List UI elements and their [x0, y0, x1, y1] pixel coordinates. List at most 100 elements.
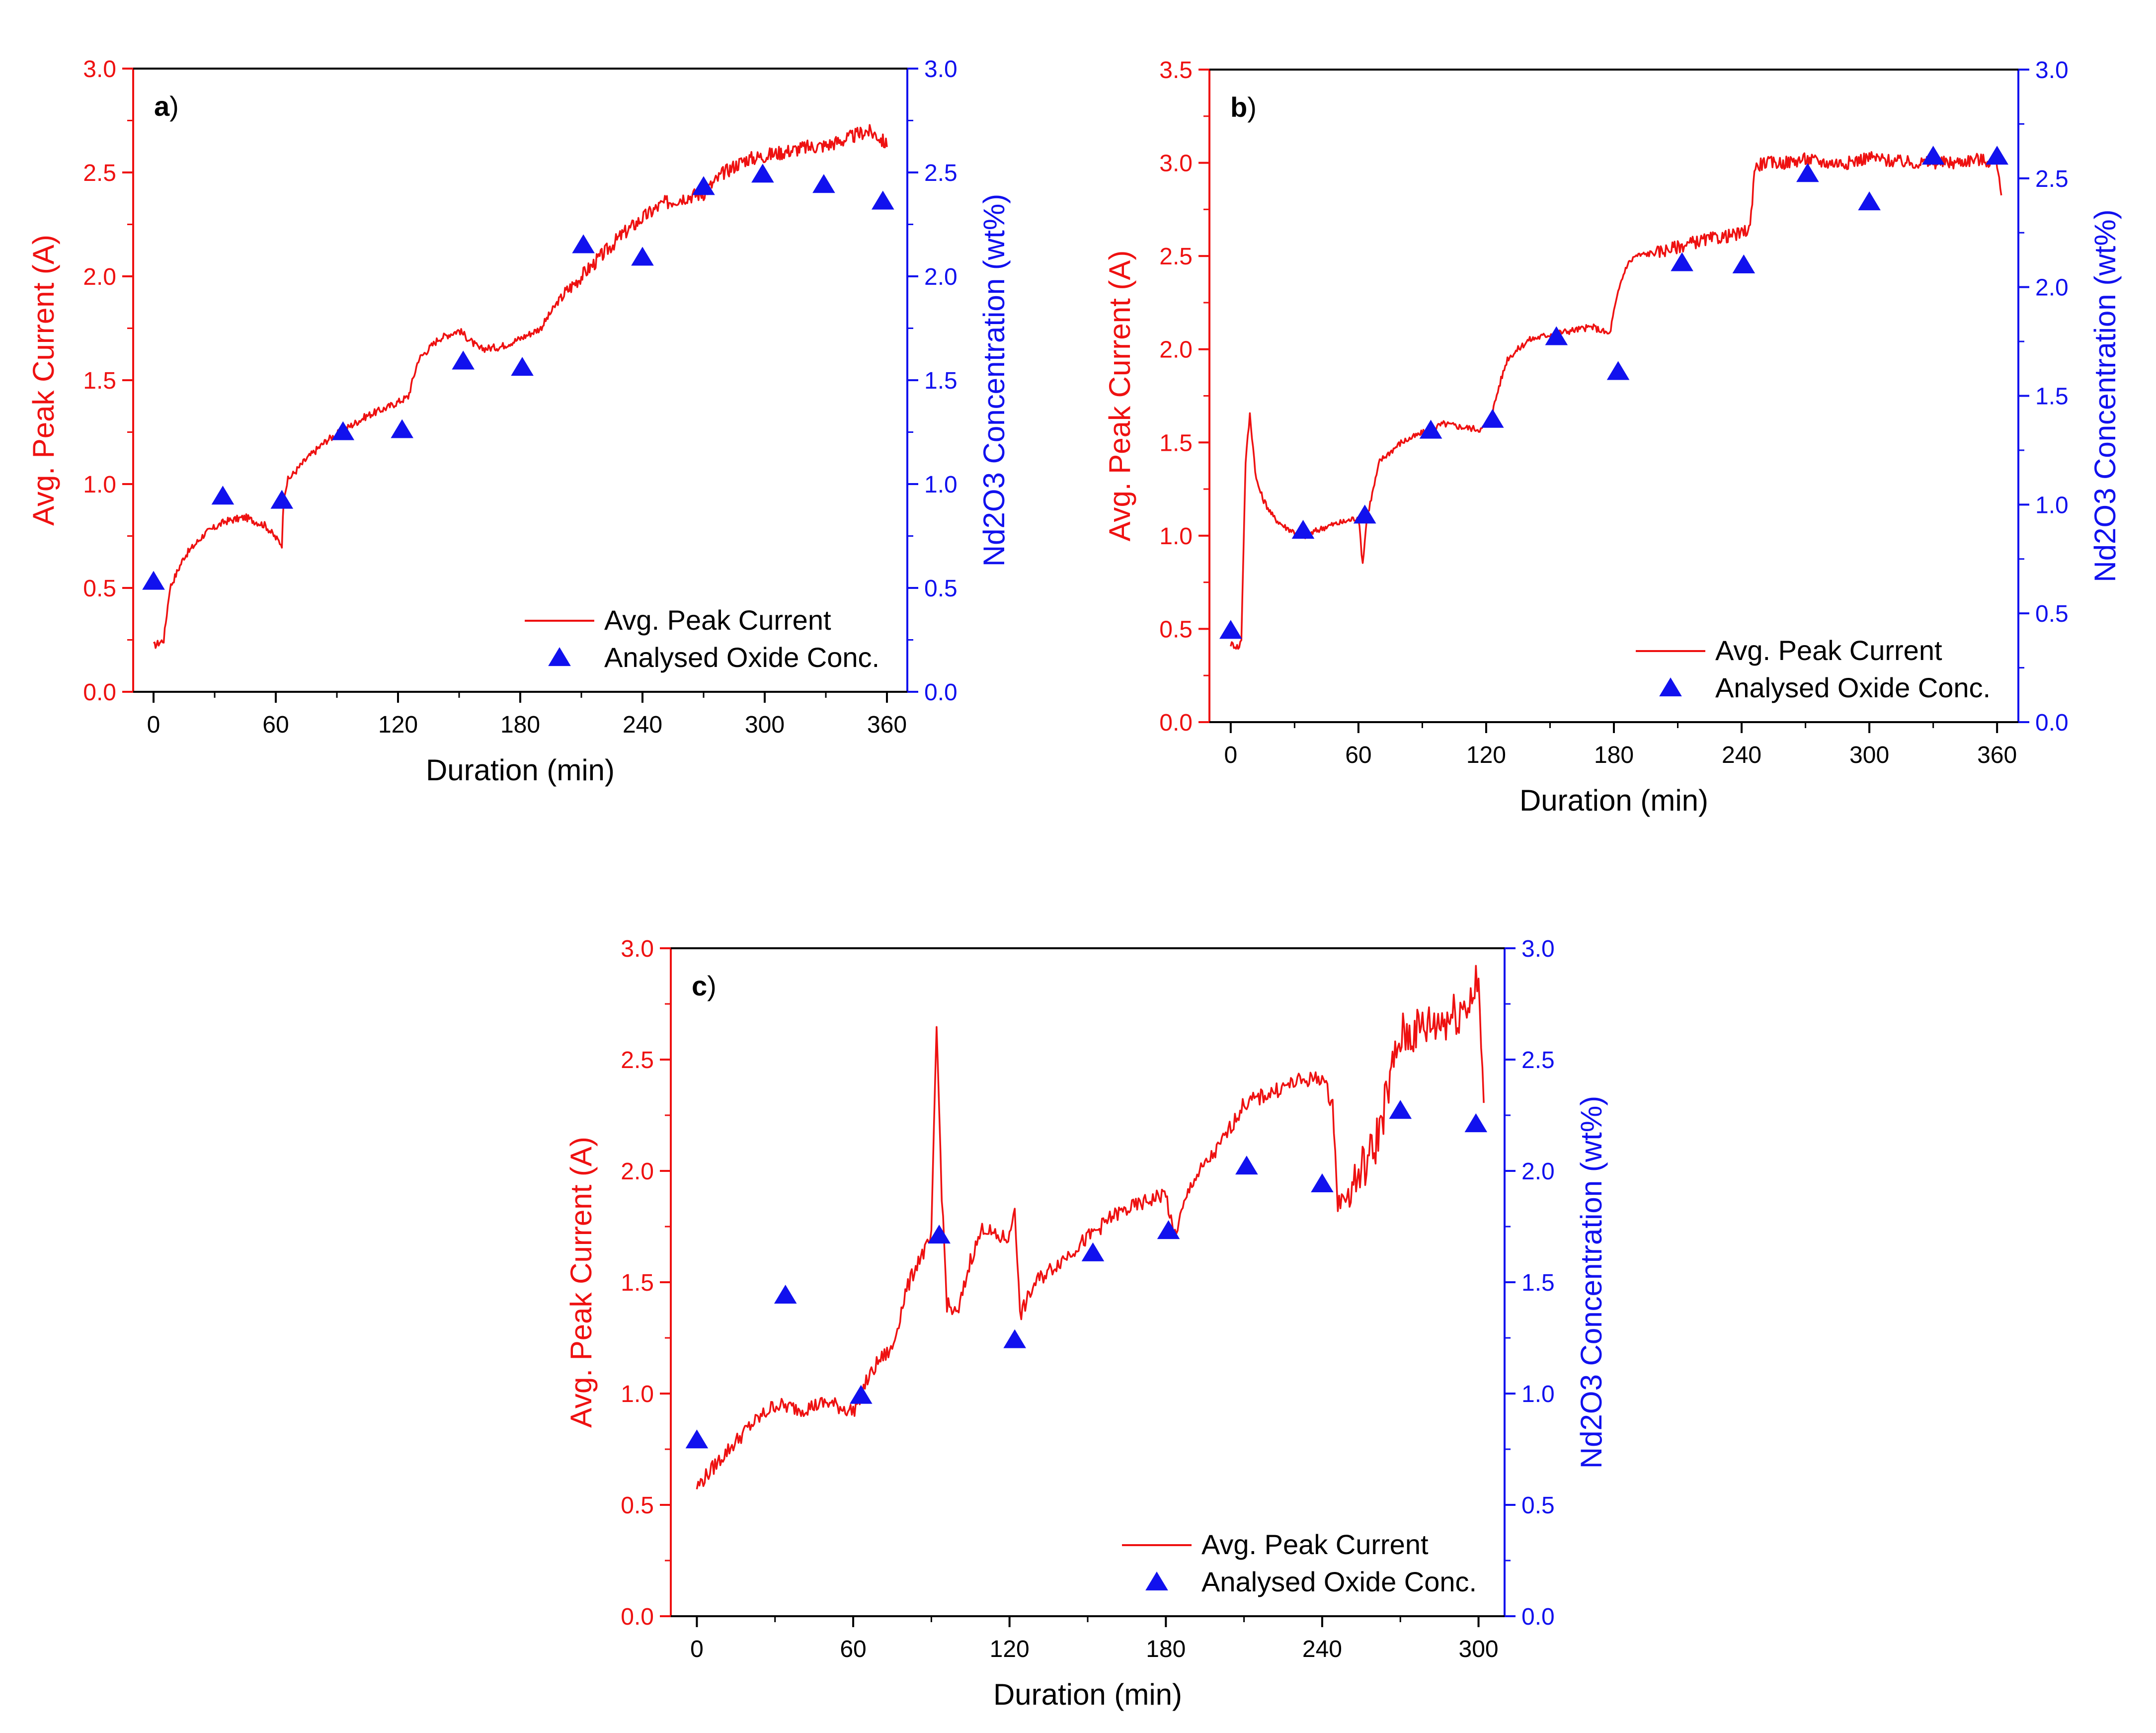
x-tick-label: 360: [867, 712, 907, 738]
oxide-conc-point: [1291, 520, 1315, 539]
panel-paren: ): [169, 90, 179, 122]
chart-panel-b: 0.0 0.5 1.0 1.5 2.0 2.5 3.0 3.5 0.0 0.5 1.0 1.5 2.0 2…: [1103, 57, 2122, 817]
oxide-conc-point: [1311, 1173, 1334, 1193]
right-tick-label: 0.0: [2035, 710, 2069, 736]
left-tick-label: 0.0: [83, 679, 116, 706]
oxide-conc-point: [631, 247, 654, 266]
oxide-conc-point: [572, 234, 595, 253]
right-tick-label: 1.5: [2035, 384, 2069, 410]
oxide-conc-point: [511, 357, 534, 376]
left-tick-label: 1.0: [621, 1381, 654, 1407]
legend-oxide-swatch: [1145, 1571, 1168, 1591]
oxide-conc-point: [928, 1225, 951, 1244]
left-tick-label: 1.0: [1159, 523, 1193, 550]
panel-letter: a: [154, 90, 170, 122]
oxide-conc-point: [685, 1429, 709, 1449]
legend-oxide-label: Analysed Oxide Conc.: [1715, 672, 1991, 703]
legend: Avg. Peak Current Analysed Oxide Conc.: [1636, 635, 1991, 703]
oxide-conc-point: [774, 1285, 797, 1304]
left-tick-label: 1.5: [621, 1270, 654, 1296]
chart-panel-a: 0.0 0.5 1.0 1.5 2.0 2.5 3.0 0.0 0.5 1.0 1.5 2.0 2.5 3…: [27, 56, 1011, 787]
left-tick-label: 2.0: [1159, 337, 1193, 363]
x-tick-label: 240: [1722, 742, 1761, 768]
oxide-conc-point: [849, 1385, 873, 1404]
x-tick-label: 0: [1224, 742, 1237, 768]
oxide-conc-point: [1921, 146, 1945, 165]
right-tick-label: 2.5: [2035, 166, 2069, 192]
oxide-conc-point: [1003, 1329, 1026, 1348]
right-tick-label: 0.5: [924, 576, 958, 602]
left-tick-label: 0.5: [621, 1492, 654, 1519]
right-tick-label: 1.0: [1521, 1381, 1555, 1407]
x-tick-label: 120: [378, 712, 418, 738]
x-tick-label: 300: [745, 712, 785, 738]
legend-oxide-swatch: [548, 647, 571, 666]
oxide-conc-point: [1219, 620, 1242, 639]
right-tick-label: 3.0: [1521, 936, 1555, 962]
oxide-conc-point: [452, 350, 475, 370]
oxide-conc-point: [1986, 146, 2008, 165]
panel-letter: b: [1230, 91, 1247, 123]
left-tick-label: 0.5: [83, 576, 116, 602]
left-tick-label: 1.5: [1159, 430, 1193, 456]
right-tick-label: 0.0: [1521, 1604, 1555, 1630]
avg-peak-current-line: [1230, 151, 2002, 650]
oxide-conc-point: [1353, 504, 1376, 524]
legend-current-label: Avg. Peak Current: [1715, 635, 1942, 666]
right-tick-label: 1.0: [924, 472, 958, 498]
right-axis-title: Nd2O3 Concentration (wt%): [1575, 1096, 1608, 1469]
x-tick-label: 0: [690, 1636, 704, 1662]
oxide-conc-point: [1235, 1155, 1258, 1175]
oxide-conc-point: [812, 174, 835, 193]
panel-paren: ): [1247, 91, 1257, 123]
right-tick-label: 2.0: [924, 264, 958, 290]
x-tick-label: 360: [1977, 742, 2017, 768]
left-tick-label: 2.0: [621, 1158, 654, 1185]
oxide-conc-point: [1545, 326, 1568, 345]
x-axis-title: Duration (min): [426, 753, 615, 787]
panel-label: a): [154, 90, 179, 122]
legend: Avg. Peak Current Analysed Oxide Conc.: [1122, 1529, 1477, 1597]
x-axis-title: Duration (min): [1519, 784, 1708, 817]
avg-peak-current-line: [153, 124, 888, 649]
right-tick-label: 2.0: [2035, 275, 2069, 301]
legend: Avg. Peak Current Analysed Oxide Conc.: [525, 604, 879, 673]
oxide-conc-point: [1419, 419, 1442, 439]
x-tick-label: 120: [990, 1636, 1030, 1662]
panel-paren: ): [707, 970, 717, 1001]
right-tick-label: 2.5: [924, 160, 958, 186]
x-tick-label: 0: [147, 712, 160, 738]
oxide-conc-point: [692, 176, 715, 195]
right-tick-label: 3.0: [2035, 57, 2069, 83]
right-tick-label: 0.5: [1521, 1492, 1555, 1519]
x-tick-label: 60: [1345, 742, 1371, 768]
left-tick-label: 1.5: [83, 368, 116, 394]
oxide-conc-point: [1732, 254, 1756, 274]
right-tick-label: 0.5: [2035, 601, 2069, 627]
oxide-conc-point: [1081, 1242, 1105, 1261]
panel-label: c): [692, 970, 717, 1001]
legend-oxide-label: Analysed Oxide Conc.: [1201, 1566, 1477, 1597]
left-axis-title: Avg. Peak Current (A): [564, 1137, 598, 1428]
left-tick-label: 0.0: [621, 1604, 654, 1630]
oxide-conc-point: [1389, 1100, 1412, 1119]
left-tick-label: 2.5: [83, 160, 116, 186]
oxide-conc-point: [331, 421, 355, 440]
left-tick-label: 2.5: [621, 1047, 654, 1073]
left-tick-label: 2.5: [1159, 244, 1193, 270]
x-tick-label: 60: [840, 1636, 866, 1662]
left-tick-label: 3.0: [1159, 151, 1193, 177]
right-tick-label: 2.0: [1521, 1158, 1555, 1185]
oxide-conc-point: [1157, 1220, 1180, 1239]
legend-current-label: Avg. Peak Current: [604, 604, 831, 636]
panel-letter: c: [692, 970, 707, 1001]
chart-panel-c: 0.0 0.5 1.0 1.5 2.0 2.5 3.0 0.0 0.5 1.0 1.5 2.0 2.5 3…: [564, 936, 1608, 1711]
right-axis-title: Nd2O3 Concentration (wt%): [977, 194, 1011, 567]
x-tick-label: 60: [262, 712, 289, 738]
x-tick-label: 300: [1849, 742, 1889, 768]
panel-label: b): [1230, 91, 1257, 123]
right-tick-label: 0.0: [924, 679, 958, 706]
oxide-conc-point: [270, 490, 294, 509]
oxide-conc-point: [211, 486, 235, 505]
